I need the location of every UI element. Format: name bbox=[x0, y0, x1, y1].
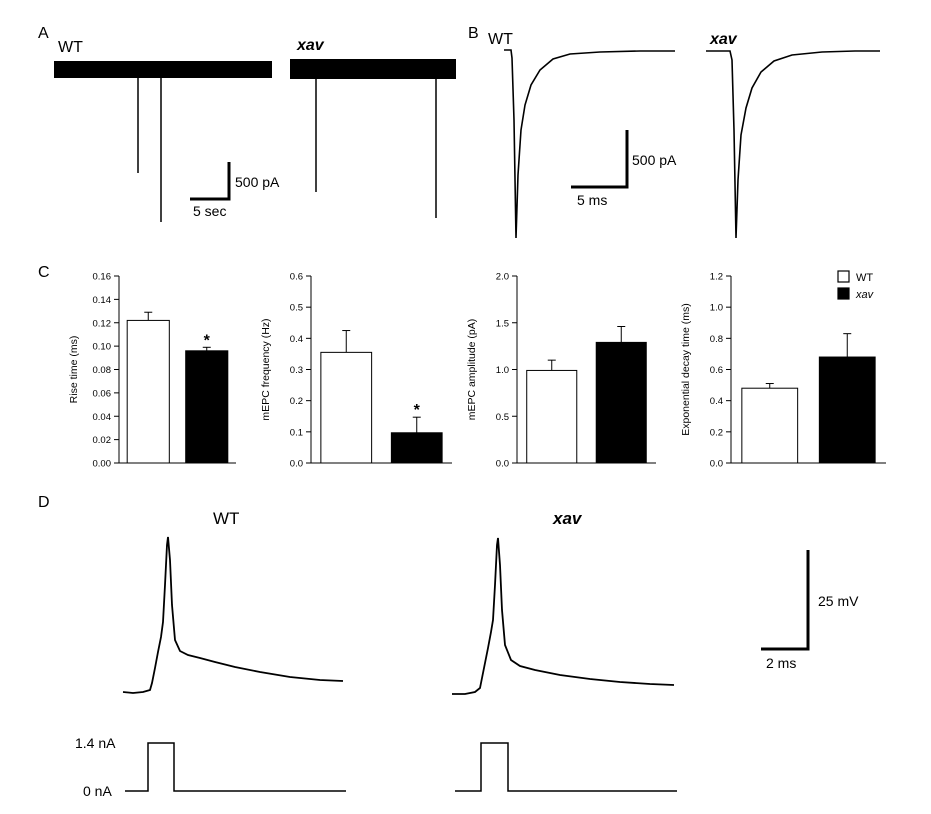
bar-chart-1: 0.00 0.02 0.04 0.06 0.08 0.10 0.12 0.14 0.16 Rise… bbox=[68, 272, 236, 470]
y-tick-label: 0.00 bbox=[93, 459, 112, 470]
panel-a-wt-trace bbox=[54, 61, 272, 222]
significance-marker: * bbox=[414, 402, 421, 419]
panel-a-scale-bar bbox=[190, 162, 231, 201]
panel-b-scale-bar bbox=[571, 130, 629, 189]
panel-d-xav-label: xav bbox=[552, 509, 583, 528]
panel-a-label: A bbox=[38, 25, 49, 42]
panel-a-wt-label: WT bbox=[58, 39, 83, 56]
panel-a-scale-y-label: 500 pA bbox=[235, 174, 280, 190]
significance-marker: * bbox=[204, 332, 211, 349]
bar-xav bbox=[595, 341, 647, 464]
bar-chart-2: 0.0 0.1 0.2 0.3 0.4 0.5 0.6 mEPC frequency (Hz)… bbox=[260, 272, 452, 470]
panel-b-xav-label: xav bbox=[709, 31, 738, 48]
panel-d-wt-label: WT bbox=[213, 509, 239, 528]
y-tick-label: 0.12 bbox=[93, 318, 112, 329]
legend-label-wt: WT bbox=[856, 272, 873, 284]
y-tick-label: 0.6 bbox=[290, 272, 303, 283]
panel-b-label: B bbox=[468, 25, 479, 42]
panel-a-xav-label: xav bbox=[296, 37, 325, 54]
panel-d-scale-x-label: 2 ms bbox=[766, 655, 796, 671]
y-tick-label: 0.06 bbox=[93, 388, 112, 399]
panel-a-xav-trace bbox=[290, 59, 456, 218]
y-tick-label: 0.08 bbox=[93, 365, 112, 376]
y-tick-label: 0.4 bbox=[290, 334, 303, 345]
panel-b-scale-x-label: 5 ms bbox=[577, 192, 607, 208]
y-tick-label: 1.0 bbox=[496, 365, 509, 376]
y-tick-label: 0.10 bbox=[93, 342, 112, 353]
panel-b-wt-label: WT bbox=[488, 31, 513, 48]
panel-d-scale-y-label: 25 mV bbox=[818, 593, 859, 609]
bar-chart-3: 0.0 0.5 1.0 1.5 2.0 mEPC amplitude (pA) bbox=[466, 272, 656, 470]
bar-xav bbox=[818, 356, 876, 464]
y-tick-label: 0.8 bbox=[710, 334, 723, 345]
y-tick-label: 2.0 bbox=[496, 272, 509, 283]
panel-d-label: D bbox=[38, 494, 50, 511]
y-tick-label: 0.2 bbox=[290, 396, 303, 407]
y-tick-label: 0.6 bbox=[710, 365, 723, 376]
legend-swatch-xav bbox=[837, 287, 850, 300]
panel-d-xav-trace bbox=[452, 537, 675, 695]
panel-d-xav-stimulus bbox=[455, 742, 677, 792]
bar-chart-4: 0.0 0.2 0.4 0.6 0.8 1.0 1.2 Exponential decay t… bbox=[680, 272, 886, 470]
y-tick-label: 0.5 bbox=[290, 303, 303, 314]
panel-b-wt-trace bbox=[504, 49, 675, 239]
panel-a-scale-x-label: 5 sec bbox=[193, 203, 226, 219]
y-tick-label: 0.0 bbox=[290, 459, 303, 470]
legend-swatch-wt bbox=[837, 270, 850, 283]
panel-d-scale-bar bbox=[761, 550, 810, 651]
y-axis-label: Rise time (ms) bbox=[68, 336, 80, 404]
y-tick-label: 0.04 bbox=[93, 412, 112, 423]
y-axis-label: mEPC amplitude (pA) bbox=[466, 319, 478, 421]
y-tick-label: 1.5 bbox=[496, 318, 509, 329]
panel-d-wt-trace bbox=[122, 536, 344, 694]
stim-low-label: 0 nA bbox=[83, 783, 112, 799]
bar-xav bbox=[390, 432, 443, 464]
y-tick-label: 0.1 bbox=[290, 427, 303, 438]
panel-b-scale-y-label: 500 pA bbox=[632, 152, 677, 168]
y-axis-label: Exponential decay time (ms) bbox=[680, 303, 692, 435]
panel-c-label: C bbox=[38, 264, 50, 281]
panel-b-xav-trace bbox=[706, 50, 880, 239]
stim-high-label: 1.4 nA bbox=[75, 735, 116, 751]
y-tick-label: 0.5 bbox=[496, 412, 509, 423]
y-tick-label: 0.2 bbox=[710, 427, 723, 438]
y-tick-label: 1.0 bbox=[710, 303, 723, 314]
y-tick-label: 0.0 bbox=[496, 459, 509, 470]
y-tick-label: 0.02 bbox=[93, 435, 112, 446]
y-tick-label: 0.14 bbox=[93, 295, 112, 306]
legend: WT xav bbox=[837, 270, 875, 301]
y-tick-label: 1.2 bbox=[710, 272, 723, 283]
panel-c-bar-charts: 0.00 0.02 0.04 0.06 0.08 0.10 0.12 0.14 0.16 Rise… bbox=[68, 272, 886, 470]
legend-label-xav: xav bbox=[855, 289, 875, 301]
bar-wt bbox=[320, 351, 373, 464]
bar-wt bbox=[126, 319, 170, 464]
bar-wt bbox=[741, 387, 799, 464]
y-tick-label: 0.16 bbox=[93, 272, 112, 283]
panel-d-wt-stimulus bbox=[125, 742, 346, 792]
bar-xav bbox=[185, 350, 229, 464]
y-axis-label: mEPC frequency (Hz) bbox=[260, 318, 272, 420]
y-tick-label: 0.0 bbox=[710, 459, 723, 470]
y-tick-label: 0.4 bbox=[710, 396, 723, 407]
bar-wt bbox=[526, 369, 578, 464]
y-tick-label: 0.3 bbox=[290, 365, 303, 376]
